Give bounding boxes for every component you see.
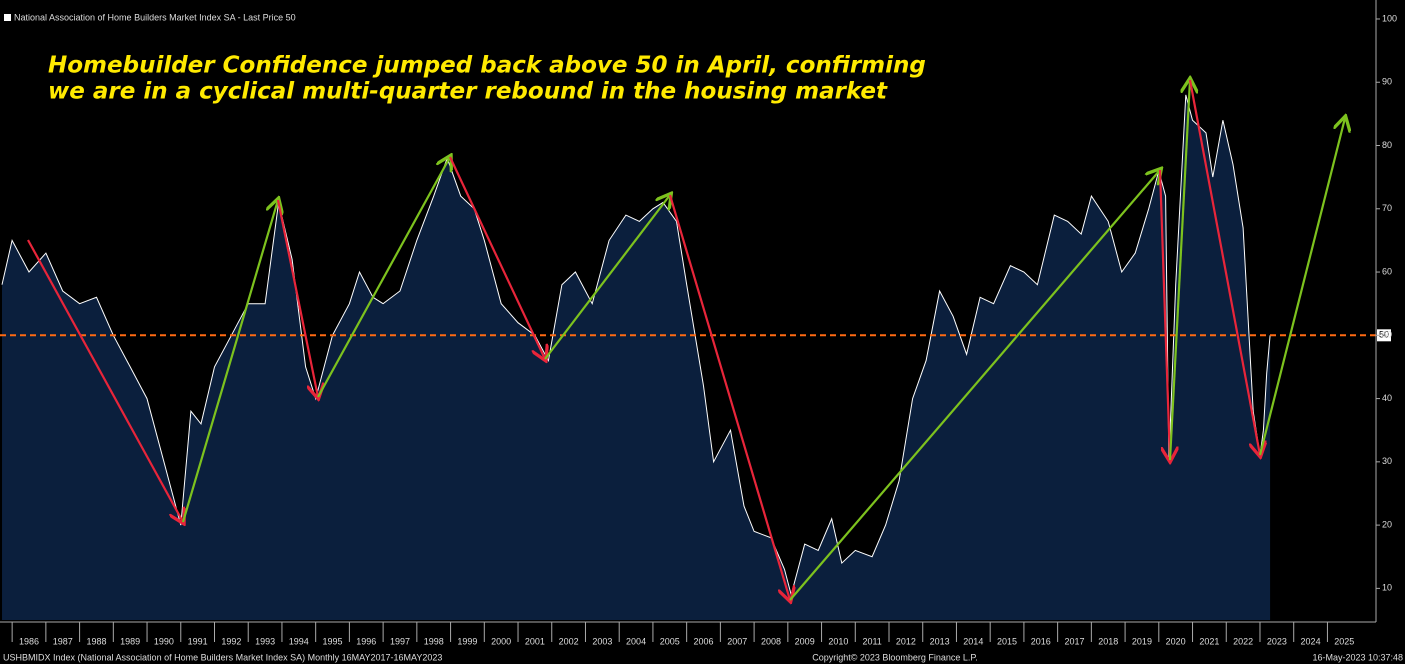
x-tick-label: 2008 — [761, 636, 781, 646]
x-tick-label: 2017 — [1064, 636, 1084, 646]
x-tick-label: 1989 — [120, 636, 140, 646]
footer-right: 16-May-2023 10:37:48 — [1312, 652, 1403, 662]
y-tick-label: 100 — [1382, 13, 1397, 23]
x-tick-label: 1997 — [390, 636, 410, 646]
x-tick-label: 2000 — [491, 636, 511, 646]
line — [1, 94, 1271, 597]
y-tick-label: 30 — [1382, 456, 1392, 466]
trend-arrows — [27, 79, 1345, 601]
last-price-label: 50 — [1379, 330, 1389, 340]
y-tick-label: 80 — [1382, 140, 1392, 150]
x-tick-label: 2022 — [1233, 636, 1253, 646]
y-tick-label: 50 — [1382, 330, 1392, 340]
area — [2, 94, 1271, 620]
x-tick-label: 1986 — [19, 636, 39, 646]
x-tick-label: 2007 — [727, 636, 747, 646]
x-tick-label: 2021 — [1199, 636, 1219, 646]
arrow — [317, 157, 450, 398]
legend-swatch — [4, 14, 11, 21]
arrow — [1168, 80, 1190, 461]
arrow — [668, 194, 790, 600]
x-tick-label: 2012 — [896, 636, 916, 646]
x-tick-label: 2016 — [1031, 636, 1051, 646]
x-tick-label: 2024 — [1301, 636, 1321, 646]
footer-center: Copyright© 2023 Bloomberg Finance L.P. — [812, 652, 978, 662]
arrow — [544, 195, 670, 360]
x-tick-label: 2006 — [693, 636, 713, 646]
arrow — [789, 170, 1160, 601]
x-tick-label: 1992 — [221, 636, 241, 646]
x-tick-label: 2025 — [1334, 636, 1354, 646]
arrow — [449, 156, 545, 359]
x-tick-label: 1994 — [289, 636, 309, 646]
x-tick-label: 2009 — [795, 636, 815, 646]
x-tick-label: 2011 — [862, 636, 881, 646]
x-tick-label: 2001 — [525, 636, 545, 646]
x-tick-label: 1991 — [188, 636, 208, 646]
arrow — [1258, 118, 1345, 456]
x-tick-label: 1998 — [424, 636, 444, 646]
x-tick-label: 1987 — [53, 636, 73, 646]
x-tick-label: 1996 — [356, 636, 376, 646]
x-tick-label: 2002 — [559, 636, 579, 646]
last-price-box — [1377, 329, 1391, 342]
x-tick-label: 1988 — [86, 636, 106, 646]
arrow — [1158, 169, 1170, 460]
legend-label: National Association of Home Builders Ma… — [14, 12, 296, 22]
x-tick-label: 1999 — [457, 636, 477, 646]
arrow — [276, 199, 318, 397]
arrow — [181, 200, 278, 523]
x-tick-label: 2005 — [660, 636, 680, 646]
arrow — [27, 239, 183, 522]
y-tick-label: 70 — [1382, 203, 1392, 213]
x-tick-label: 2018 — [1098, 636, 1118, 646]
y-tick-label: 90 — [1382, 77, 1392, 87]
x-tick-label: 2010 — [828, 636, 848, 646]
plot — [0, 94, 1376, 620]
x-tick-label: 1990 — [154, 636, 174, 646]
x-tick-label: 2015 — [997, 636, 1017, 646]
footer-left: USHBMIDX Index (National Association of … — [3, 652, 442, 662]
x-tick-label: 1995 — [323, 636, 343, 646]
arrow — [1188, 79, 1260, 455]
x-tick-label: 2019 — [1132, 636, 1152, 646]
y-tick-label: 60 — [1382, 266, 1392, 276]
x-tick-label: 2003 — [592, 636, 612, 646]
annotation: we are in a cyclical multi-quarter rebou… — [48, 79, 888, 105]
x-tick-label: 1993 — [255, 636, 275, 646]
y-tick-label: 10 — [1382, 583, 1392, 593]
y-tick-label: 40 — [1382, 393, 1392, 403]
x-tick-label: 2023 — [1267, 636, 1287, 646]
x-tick-label: 2020 — [1166, 636, 1186, 646]
y-tick-label: 20 — [1382, 519, 1392, 529]
x-tick-label: 2004 — [626, 636, 646, 646]
x-tick-label: 2013 — [930, 636, 950, 646]
annotation: Homebuilder Confidence jumped back above… — [48, 53, 926, 79]
x-tick-label: 2014 — [963, 636, 983, 646]
